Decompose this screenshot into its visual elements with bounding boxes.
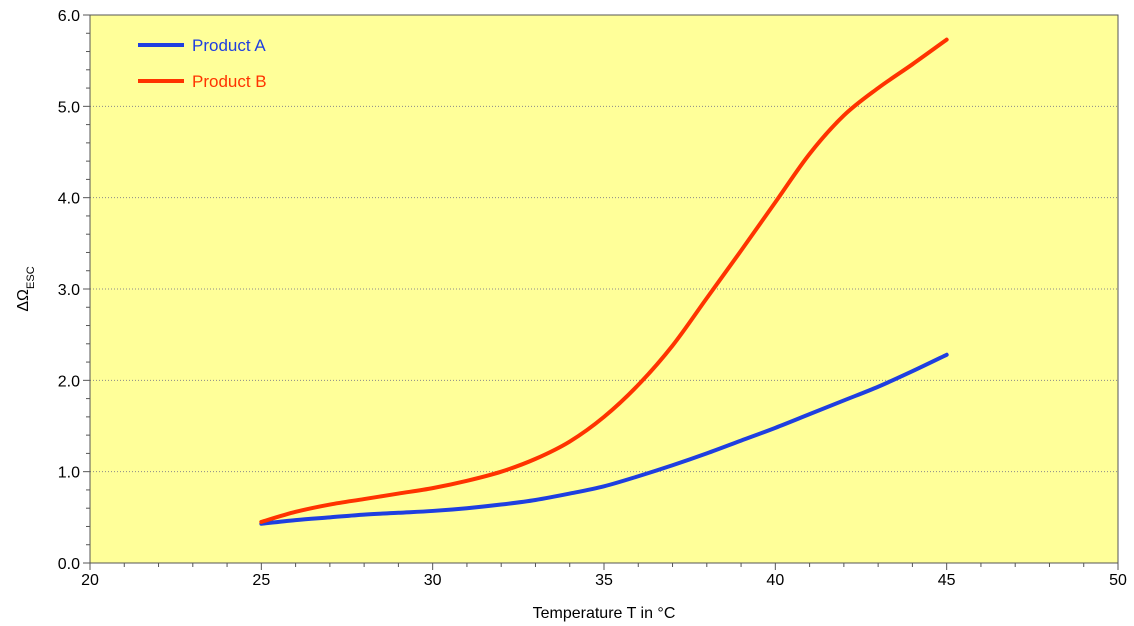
y-tick-label: 6.0 [58, 8, 80, 25]
ticks [83, 14, 1119, 570]
x-tick-label: 40 [766, 572, 784, 589]
legend: Product A Product B [138, 36, 267, 91]
y-tick-label: 2.0 [58, 373, 80, 390]
y-tick-label: 5.0 [58, 99, 80, 116]
series-line-product-b [259, 37, 949, 524]
y-axis-title-main: ΔΩ [15, 289, 32, 312]
tick-labels: 20 25 30 35 40 45 50 0.0 1.0 2.0 3.0 4.0 5.0 6.0 [58, 8, 1127, 589]
y-tick-label: 4.0 [58, 191, 80, 208]
legend-label: Product A [192, 36, 266, 55]
legend-label: Product B [192, 72, 267, 91]
x-tick-label: 35 [595, 572, 613, 589]
gridlines [90, 105, 1118, 473]
y-tick-label: 1.0 [58, 465, 80, 482]
x-tick-label: 20 [81, 572, 99, 589]
x-tick-label: 50 [1109, 572, 1127, 589]
y-axis-title-sub: ESC [25, 266, 37, 289]
x-axis-title: Temperature T in °C [533, 605, 676, 622]
series-layer [259, 37, 949, 526]
x-tick-label: 45 [938, 572, 956, 589]
x-tick-label: 30 [424, 572, 442, 589]
y-tick-label: 0.0 [58, 556, 80, 573]
y-tick-label: 3.0 [58, 282, 80, 299]
y-axis-title: ΔΩESC [15, 266, 37, 311]
x-tick-label: 25 [252, 572, 270, 589]
series-line-product-a [259, 352, 949, 526]
